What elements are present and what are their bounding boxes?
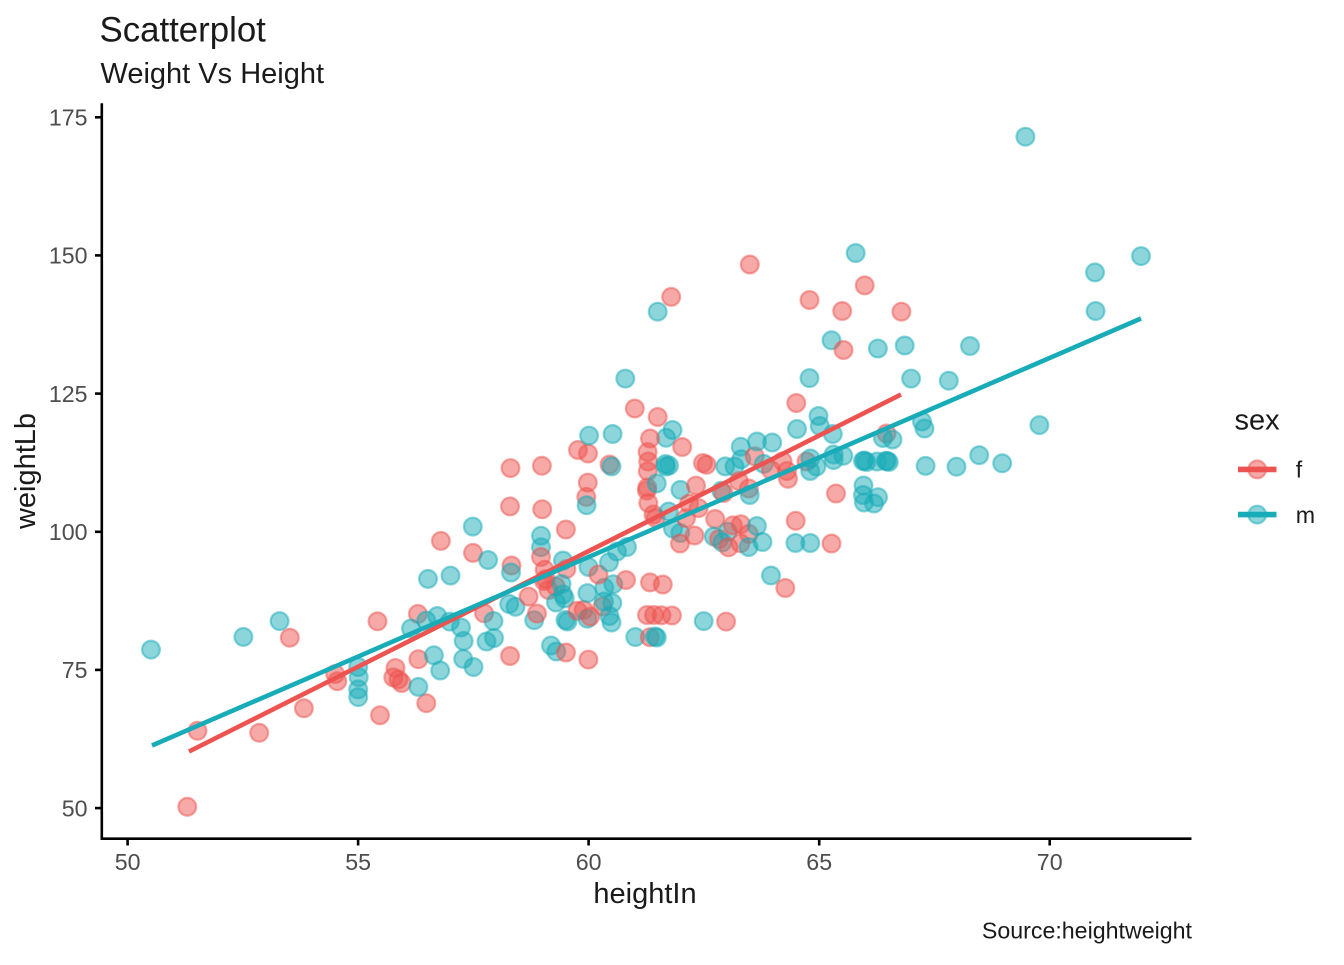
svg-text:m: m bbox=[1296, 502, 1315, 528]
svg-text:Source:heightweight: Source:heightweight bbox=[982, 918, 1193, 944]
svg-text:125: 125 bbox=[49, 381, 88, 407]
svg-text:weightLb: weightLb bbox=[10, 413, 42, 530]
svg-text:65: 65 bbox=[806, 849, 832, 875]
svg-text:Weight Vs Height: Weight Vs Height bbox=[101, 58, 325, 90]
svg-text:Scatterplot: Scatterplot bbox=[100, 10, 267, 49]
svg-text:150: 150 bbox=[49, 243, 88, 269]
svg-text:75: 75 bbox=[62, 657, 88, 683]
svg-text:70: 70 bbox=[1037, 849, 1063, 875]
svg-text:sex: sex bbox=[1235, 405, 1281, 437]
svg-text:50: 50 bbox=[62, 795, 88, 821]
svg-text:55: 55 bbox=[345, 849, 371, 875]
svg-text:100: 100 bbox=[49, 519, 88, 545]
svg-text:60: 60 bbox=[576, 849, 602, 875]
svg-text:50: 50 bbox=[115, 849, 141, 875]
svg-text:f: f bbox=[1296, 457, 1303, 483]
svg-text:heightIn: heightIn bbox=[593, 878, 696, 910]
svg-text:175: 175 bbox=[49, 105, 88, 131]
